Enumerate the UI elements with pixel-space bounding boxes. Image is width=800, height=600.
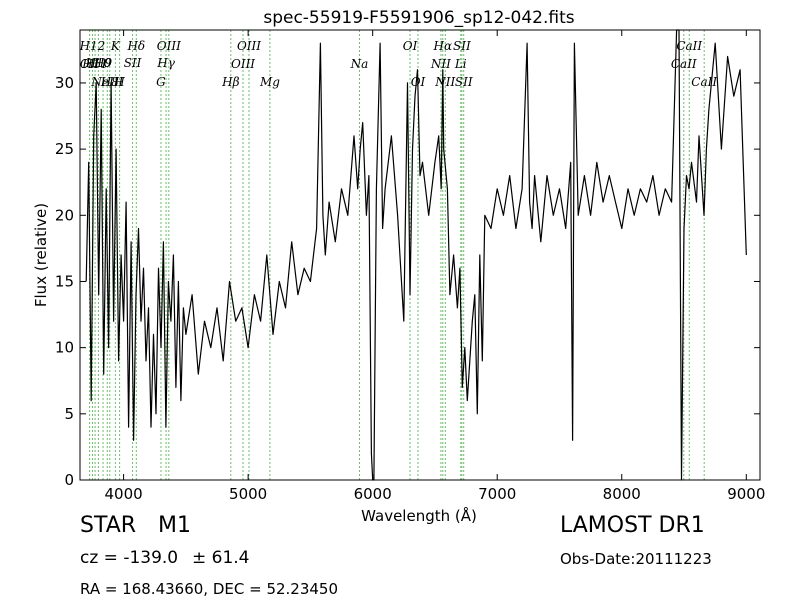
marker-label: SII <box>124 56 142 70</box>
object-class: STAR <box>80 513 137 538</box>
spectrum-series-line <box>85 29 747 481</box>
marker-label: Na <box>350 57 369 71</box>
marker-label: OII <box>80 57 100 71</box>
marker-label: Mg <box>259 75 280 89</box>
marker-label: OIII <box>237 39 261 53</box>
y-tick-label: 5 <box>64 405 74 423</box>
marker-label: NeIII <box>90 75 123 89</box>
y-tick-label: 10 <box>55 339 74 357</box>
survey-name: LAMOST DR1 <box>560 513 705 538</box>
observation-date: Obs-Date:20111223 <box>560 550 712 568</box>
marker-label: Hα <box>433 39 453 53</box>
marker-label: Hδ <box>126 39 145 53</box>
y-axis-label: Flux (relative) <box>32 203 50 307</box>
marker-label: CaII <box>676 39 702 53</box>
y-tick-label: 15 <box>55 272 74 290</box>
plot-frame <box>79 29 761 481</box>
marker-label: H8 <box>100 75 119 89</box>
chart-title: spec-55919-F5591906_sp12-042.fits <box>263 8 574 28</box>
marker-label: OIII <box>157 39 181 53</box>
x-axis-label: Wavelength (Å) <box>361 506 477 525</box>
y-tick-label: 20 <box>55 206 74 224</box>
marker-label: H9 <box>93 56 112 70</box>
marker-label: G <box>156 75 166 89</box>
marker-label: Li <box>454 57 467 71</box>
x-tick-label: 7000 <box>478 485 516 503</box>
marker-label: OI <box>403 39 418 53</box>
x-tick-label: 5000 <box>229 485 267 503</box>
marker-label: CaII <box>671 57 697 71</box>
object-subclass: M1 <box>158 513 191 538</box>
marker-label: H10 <box>85 56 112 70</box>
marker-label: SII <box>455 75 473 89</box>
marker-label: NII <box>430 57 451 71</box>
marker-label: Hγ <box>156 56 175 70</box>
y-tick-label: 30 <box>55 74 74 92</box>
marker-label: H <box>113 75 125 89</box>
line-markers <box>89 30 705 480</box>
marker-label: H11 <box>81 57 108 71</box>
x-tick-label: 4000 <box>104 485 142 503</box>
sky-coordinates: RA = 168.43660, DEC = 52.23450 <box>80 580 339 598</box>
marker-label: NII <box>434 75 455 89</box>
x-tick-label: 6000 <box>354 485 392 503</box>
marker-label: SII <box>453 39 471 53</box>
redshift-value: cz = -139.0 <box>80 548 179 568</box>
x-axis-ticks: 4000 5000 6000 7000 8000 9000 <box>104 30 765 503</box>
x-tick-label: 8000 <box>603 485 641 503</box>
marker-label: H12 <box>79 39 106 53</box>
x-tick-label: 9000 <box>727 485 765 503</box>
y-tick-label: 25 <box>55 140 74 158</box>
redshift-error: ± 61.4 <box>192 548 250 568</box>
y-axis-ticks: 0 5 10 15 20 25 30 <box>55 74 760 489</box>
marker-label: K <box>110 39 121 53</box>
marker-label: CaII <box>691 75 717 89</box>
marker-label: Hβ <box>221 75 239 89</box>
y-tick-label: 0 <box>64 471 74 489</box>
marker-label: OIII <box>231 57 255 71</box>
